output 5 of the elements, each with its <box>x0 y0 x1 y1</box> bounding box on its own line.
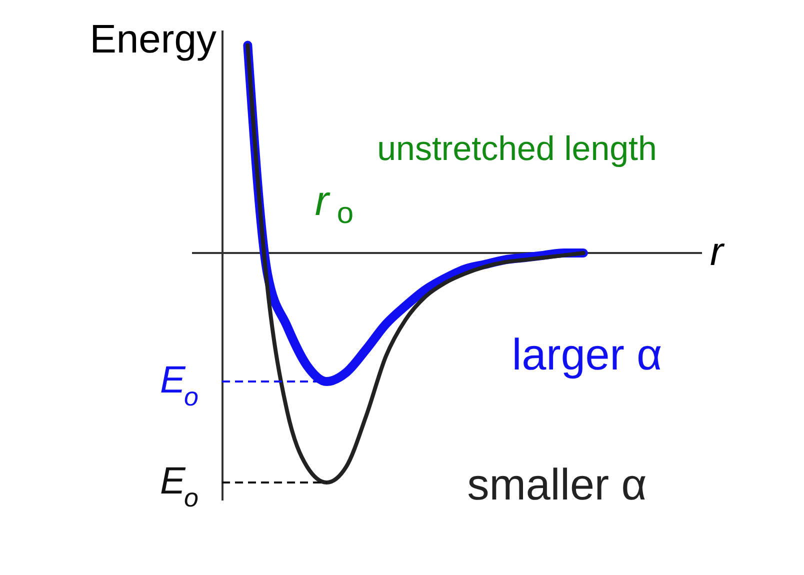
text: smaller α <box>467 460 647 510</box>
series-label: larger α <box>512 330 662 380</box>
x-axis-title: r <box>710 230 725 274</box>
y-axis-title: Energy <box>90 18 216 62</box>
annotation: unstretched length <box>377 130 657 168</box>
